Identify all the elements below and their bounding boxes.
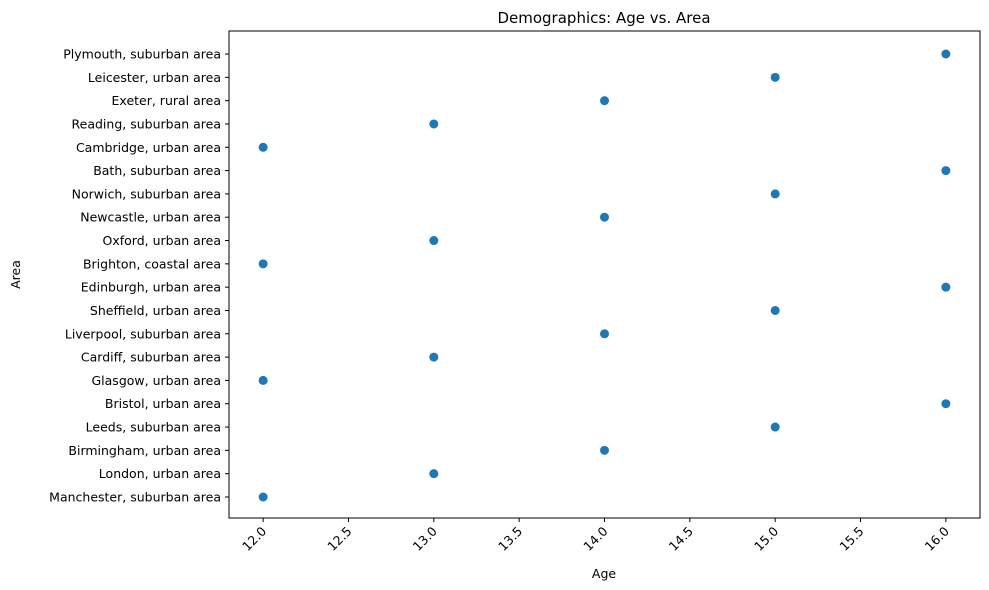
data-point [770, 72, 780, 82]
y-tick-label: Leeds, suburban area [86, 420, 221, 435]
y-tick-label: Leicester, urban area [88, 70, 221, 85]
data-point [941, 399, 951, 409]
y-tick-label: Cardiff, suburban area [81, 350, 221, 365]
chart-title: Demographics: Age vs. Area [497, 9, 710, 27]
data-point [429, 236, 439, 246]
y-tick-label: Edinburgh, urban area [81, 280, 221, 295]
y-tick-label: Brighton, coastal area [83, 256, 221, 271]
data-point [258, 492, 268, 502]
y-tick-label: Newcastle, urban area [80, 210, 221, 225]
data-point [770, 189, 780, 199]
y-tick-label: London, urban area [99, 466, 221, 481]
plot-area-frame [228, 30, 981, 519]
y-axis-title: Area [8, 260, 23, 289]
data-point [600, 329, 609, 339]
data-point [770, 305, 780, 315]
data-point [429, 119, 439, 129]
y-tick-label: Liverpool, suburban area [65, 326, 221, 341]
y-tick-label: Norwich, suburban area [72, 186, 221, 201]
y-tick-label: Cambridge, urban area [76, 140, 221, 155]
data-point [429, 469, 439, 479]
x-axis-title: Age [592, 566, 616, 581]
data-point [258, 375, 268, 385]
data-point [258, 142, 268, 152]
data-point [600, 445, 609, 455]
data-point [600, 96, 609, 106]
y-tick-label: Manchester, suburban area [49, 490, 221, 505]
data-point [600, 212, 609, 222]
data-point [258, 259, 268, 269]
y-tick-label: Birmingham, urban area [68, 443, 221, 458]
data-point [770, 422, 780, 432]
data-point [429, 352, 439, 362]
y-tick-label: Bristol, urban area [105, 396, 221, 411]
data-point [941, 282, 951, 292]
y-tick-label: Exeter, rural area [112, 93, 221, 108]
data-point [941, 49, 951, 59]
y-tick-label: Sheffield, urban area [90, 303, 221, 318]
data-points [258, 49, 951, 502]
y-tick-label: Oxford, urban area [102, 233, 221, 248]
y-tick-label: Reading, suburban area [72, 116, 221, 131]
y-axis-ticks: Manchester, suburban area London, urban a… [49, 47, 229, 505]
data-point [941, 166, 951, 176]
y-tick-label: Glasgow, urban area [91, 373, 221, 388]
y-tick-label: Plymouth, suburban area [63, 47, 221, 62]
y-tick-label: Bath, suburban area [93, 163, 221, 178]
